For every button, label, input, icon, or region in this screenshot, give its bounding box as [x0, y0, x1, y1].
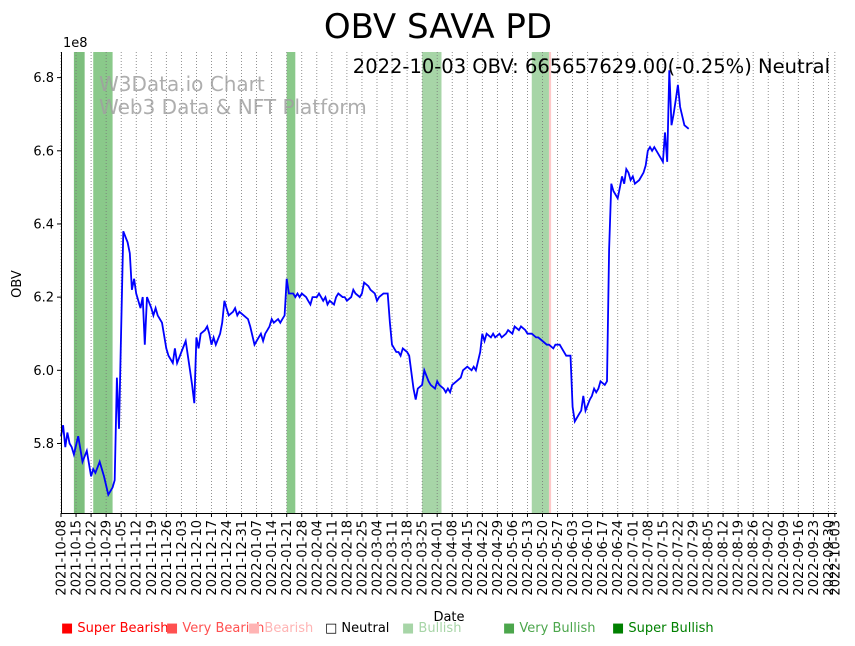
y-multiplier: 1e8 — [63, 36, 88, 51]
legend-item: ■ Very Bullish — [503, 621, 595, 636]
x-tick-label: 2021-10-08 — [55, 520, 70, 596]
x-tick-label: 2022-06-03 — [566, 520, 581, 596]
signal-band — [548, 52, 552, 513]
legend-label: Very Bearish — [182, 621, 265, 636]
x-tick-label: 2021-11-19 — [145, 520, 160, 596]
y-tick-label: 6.6 — [33, 144, 54, 159]
legend-swatch: ■ — [402, 621, 419, 636]
x-tick-label: 2022-01-14 — [265, 520, 280, 596]
x-tick-label: 2022-08-26 — [747, 520, 762, 596]
y-tick-label: 6.0 — [33, 364, 54, 379]
x-tick-label: 2022-07-01 — [626, 520, 641, 596]
x-tick-label: 2022-09-09 — [777, 520, 792, 596]
x-tick-label: 2021-11-05 — [115, 520, 130, 596]
x-tick-label: 2022-04-01 — [431, 520, 446, 596]
legend-label: Very Bullish — [519, 621, 596, 636]
x-tick-label: 2022-10-03 — [828, 520, 843, 596]
obv-line — [60, 70, 690, 498]
x-tick-label: 2021-10-15 — [70, 520, 85, 596]
legend-item: □ Neutral — [325, 621, 389, 636]
x-tick-label: 2022-05-13 — [521, 520, 536, 596]
x-tick-label: 2022-01-28 — [295, 520, 310, 596]
x-tick-label: 2021-12-24 — [220, 520, 235, 596]
signal-band — [73, 52, 85, 513]
signal-band — [531, 52, 549, 513]
x-tick-label: 2022-05-06 — [506, 520, 521, 596]
x-tick-label: 2022-06-10 — [581, 520, 596, 596]
legend-swatch: ■ — [61, 621, 78, 636]
watermark-line-2: Web3 Data & NFT Platform — [99, 95, 367, 119]
x-tick-label: 2021-12-10 — [190, 520, 205, 596]
x-tick-label: 2022-03-25 — [416, 520, 431, 596]
x-tick-label: 2022-02-18 — [340, 520, 355, 596]
legend-swatch: ■ — [503, 621, 520, 636]
x-axis-label: Date — [433, 610, 464, 625]
legend-item: ■ Super Bearish — [61, 621, 169, 636]
legend-swatch: ■ — [166, 621, 183, 636]
value-annotation: 2022-10-03 OBV: 665657629.00(-0.25%) Neu… — [353, 55, 830, 78]
x-tick-label: 2021-10-22 — [85, 520, 100, 596]
y-tick-label: 6.8 — [33, 71, 54, 86]
y-tick-label: 6.2 — [33, 291, 54, 306]
legend-label: Bullish — [418, 621, 462, 636]
x-tick-label: 2022-03-18 — [401, 520, 416, 596]
x-tick-label: 2021-11-12 — [130, 520, 145, 596]
legend-label: Super Bullish — [628, 621, 714, 636]
legend-item: ■ Very Bearish — [166, 621, 264, 636]
x-tick-label: 2022-01-21 — [280, 520, 295, 596]
x-tick-label: 2022-04-08 — [446, 520, 461, 596]
x-tick-label: 2021-12-17 — [205, 520, 220, 596]
x-tick-label: 2022-09-02 — [762, 520, 777, 596]
x-tick-label: 2022-04-22 — [476, 520, 491, 596]
x-tick-label: 2022-04-29 — [491, 520, 506, 596]
x-tick-label: 2022-03-04 — [370, 520, 385, 596]
y-tick-label: 5.8 — [33, 437, 54, 452]
x-tick-label: 2021-10-29 — [100, 520, 115, 596]
x-tick-label: 2022-07-08 — [641, 520, 656, 596]
x-tick-label: 2022-07-15 — [656, 520, 671, 596]
x-tick-label: 2022-02-25 — [355, 520, 370, 596]
x-axis-ticks: 2021-10-08 2021-10-15 2021-10-22 2021-10-29… — [55, 513, 843, 596]
x-tick-label: 2022-09-30 — [822, 520, 837, 596]
y-tick-label: 6.4 — [33, 217, 54, 232]
x-tick-label: 2021-11-26 — [160, 520, 175, 596]
y-axis-label: OBV — [10, 270, 25, 298]
x-tick-label: 2022-02-04 — [310, 520, 325, 596]
x-tick-label: 2022-07-29 — [686, 520, 701, 596]
x-tick-label: 2022-05-27 — [551, 520, 566, 596]
x-tick-label: 2022-06-24 — [611, 520, 626, 596]
x-tick-label: 2022-08-12 — [717, 520, 732, 596]
legend-swatch: ■ — [612, 621, 629, 636]
signal-band — [422, 52, 442, 513]
legend-item: ■ Super Bullish — [612, 621, 714, 636]
legend-label: Super Bearish — [77, 621, 169, 636]
x-tick-label: 2022-04-15 — [461, 520, 476, 596]
legend-label: Bearish — [264, 621, 314, 636]
x-tick-label: 2022-09-23 — [807, 520, 822, 596]
vertical-grid — [60, 52, 836, 513]
signal-band — [286, 52, 296, 513]
x-tick-label: 2022-06-17 — [596, 520, 611, 596]
x-tick-label: 2022-02-11 — [325, 520, 340, 596]
chart-title: OBV SAVA PD — [324, 7, 552, 47]
legend-swatch: □ — [325, 621, 342, 636]
signal-bands — [73, 52, 552, 513]
x-tick-label: 2022-08-05 — [702, 520, 717, 596]
x-tick-label: 2022-09-16 — [792, 520, 807, 596]
x-tick-label: 2022-03-11 — [386, 520, 401, 596]
x-tick-label: 2021-12-31 — [235, 520, 250, 596]
legend-label: Neutral — [341, 621, 390, 636]
watermark-line-1: W3Data.io Chart — [99, 72, 265, 96]
legend-item: ■ Bearish — [248, 621, 313, 636]
legend-swatch: ■ — [248, 621, 265, 636]
x-tick-label: 2021-12-03 — [175, 520, 190, 596]
x-tick-label: 2022-01-07 — [250, 520, 265, 596]
x-tick-label: 2022-08-19 — [732, 520, 747, 596]
signal-band — [93, 52, 113, 513]
legend-item: ■ Bullish — [402, 621, 461, 636]
x-tick-label: 2022-05-20 — [536, 520, 551, 596]
y-axis-ticks: 5.8 6.0 6.2 6.4 6.6 6.8 — [33, 71, 61, 452]
x-tick-label: 2022-07-22 — [671, 520, 686, 596]
